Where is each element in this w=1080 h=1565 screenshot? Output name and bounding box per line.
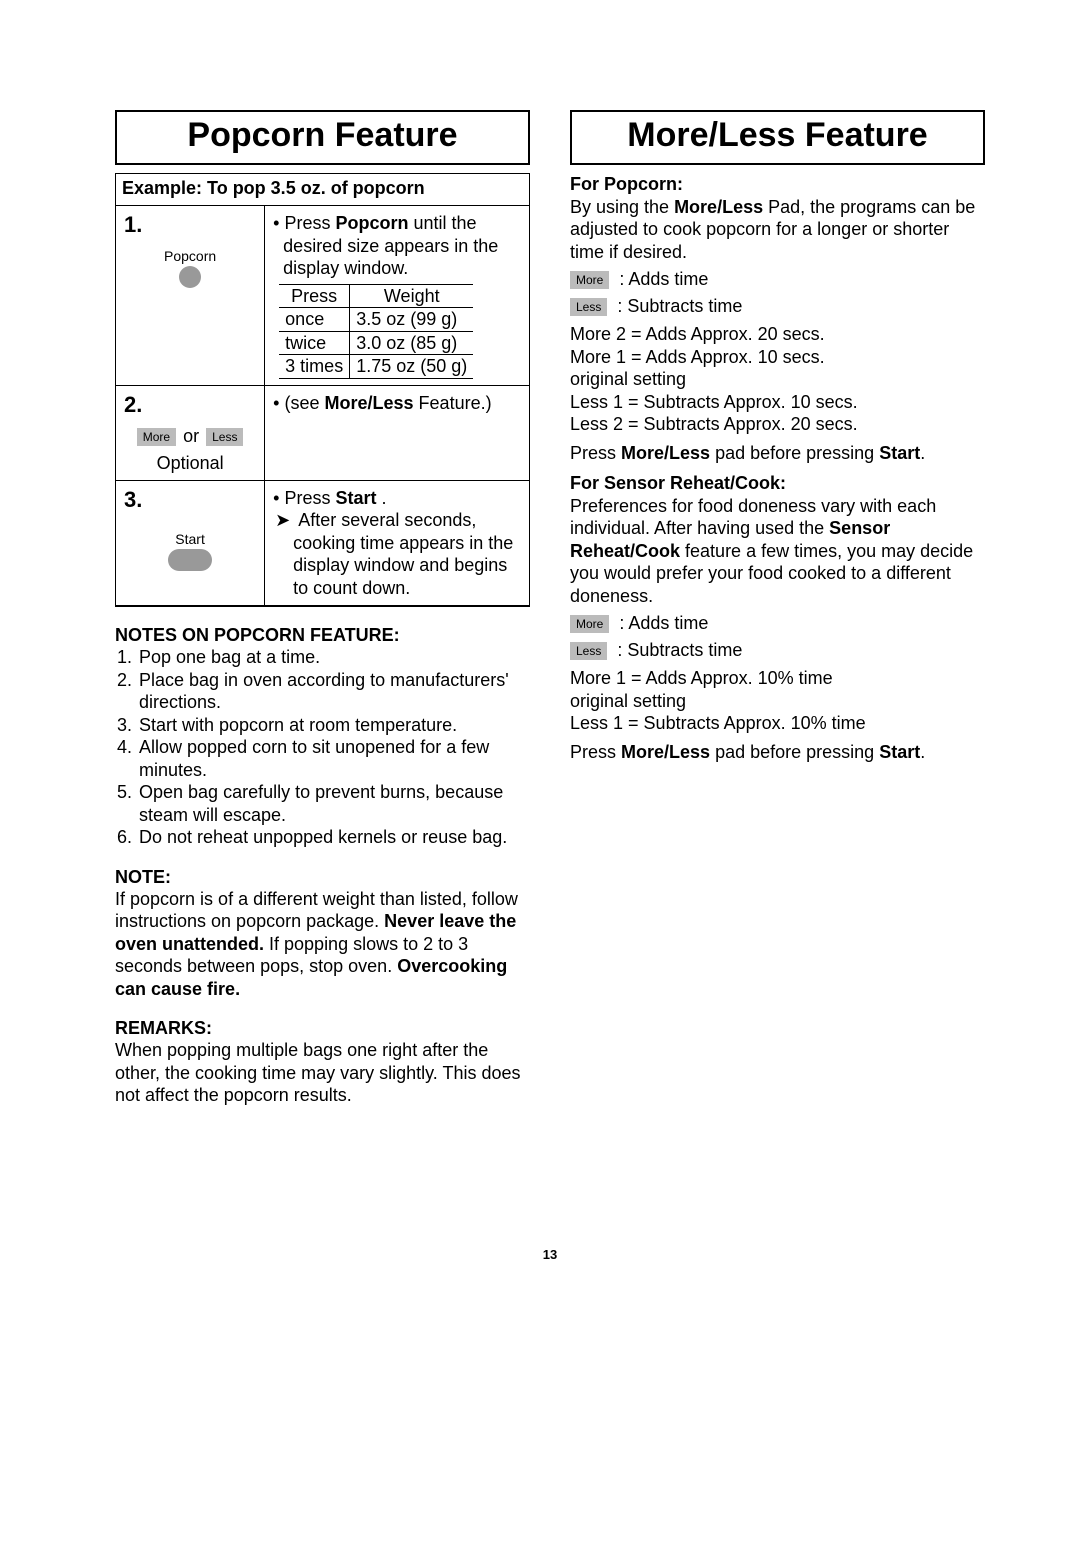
note-1: Pop one bag at a time. (137, 646, 530, 669)
note-head: NOTE: (115, 867, 530, 888)
fp-b1: By using the (570, 197, 674, 217)
pl4: Less 2 = Subtracts Approx. 20 secs. (570, 413, 985, 436)
step3-num: 3. (120, 487, 260, 513)
sl0: More 1 = Adds Approx. 10% time (570, 667, 985, 690)
mini-r0b: 3.5 oz (99 g) (350, 308, 474, 332)
popcorn-pad-label: Popcorn (120, 248, 260, 264)
step2-t2: Feature.) (414, 393, 492, 413)
legend-less-2: Less : Subtracts time (570, 640, 985, 661)
note-5: Open bag carefully to prevent burns, bec… (137, 781, 530, 826)
more-less-pads: More or Less (120, 426, 260, 447)
more-icon-2: More (570, 615, 609, 633)
step1-t1: • Press (273, 213, 335, 233)
step2-t1: • (see (273, 393, 324, 413)
for-sensor-head: For Sensor Reheat/Cook: (570, 473, 786, 493)
step3-arrow-content: After several seconds, cooking time appe… (293, 510, 513, 598)
pml1e: . (920, 443, 925, 463)
start-button-icon (168, 549, 212, 571)
popcorn-button-icon (179, 266, 201, 288)
less-icon-1: Less (570, 298, 607, 316)
press-ml-1: Press More/Less pad before pressing Star… (570, 442, 985, 465)
note-6: Do not reheat unpopped kernels or reuse … (137, 826, 530, 849)
pl0: More 2 = Adds Approx. 20 secs. (570, 323, 985, 346)
optional-label: Optional (120, 453, 260, 474)
legend-more-2: More : Adds time (570, 613, 985, 634)
more-button-icon: More (137, 428, 176, 446)
pml1c: pad before pressing (710, 443, 879, 463)
mini-h-press: Press (279, 284, 350, 308)
mini-r1a: twice (279, 331, 350, 355)
page: Popcorn Feature Example: To pop 3.5 oz. … (115, 110, 985, 1107)
remarks-head: REMARKS: (115, 1018, 530, 1039)
example-caption: Example: To pop 3.5 oz. of popcorn (116, 174, 529, 205)
adds-time-1: : Adds time (619, 269, 708, 290)
moreless-title-box: More/Less Feature (570, 110, 985, 165)
mini-r0a: once (279, 308, 350, 332)
pl1: More 1 = Adds Approx. 10 secs. (570, 346, 985, 369)
for-sensor-section: For Sensor Reheat/Cook: Preferences for … (570, 472, 985, 607)
remarks-body: When popping multiple bags one right aft… (115, 1039, 530, 1107)
step2-num: 2. (120, 392, 260, 418)
step1-bold: Popcorn (336, 213, 409, 233)
pml2b: More/Less (621, 742, 710, 762)
pl2: original setting (570, 368, 985, 391)
popcorn-column: Popcorn Feature Example: To pop 3.5 oz. … (115, 110, 530, 1107)
pml1a: Press (570, 443, 621, 463)
step3-instruction: • Press Start . (269, 487, 525, 510)
more-icon-1: More (570, 271, 609, 289)
fp-bold: More/Less (674, 197, 763, 217)
popcorn-example-box: Example: To pop 3.5 oz. of popcorn 1. Po… (115, 173, 530, 607)
subtracts-time-1: : Subtracts time (617, 296, 742, 317)
moreless-title: More/Less Feature (580, 116, 975, 155)
step1-instruction: • Press Popcorn until the desired size a… (269, 212, 525, 280)
popcorn-title-box: Popcorn Feature (115, 110, 530, 165)
for-popcorn-section: For Popcorn: By using the More/Less Pad,… (570, 173, 985, 263)
press-weight-table: Press Weight once3.5 oz (99 g) twice3.0 … (279, 284, 473, 379)
pml1b: More/Less (621, 443, 710, 463)
start-pad-label: Start (120, 531, 260, 547)
pml2e: . (920, 742, 925, 762)
popcorn-steps-table: 1. Popcorn • Press Popcorn until the des… (116, 205, 529, 606)
press-ml-2: Press More/Less pad before pressing Star… (570, 741, 985, 764)
or-text: or (183, 426, 199, 446)
adds-time-2: : Adds time (619, 613, 708, 634)
legend-less-1: Less : Subtracts time (570, 296, 985, 317)
page-number: 13 (115, 1247, 985, 1262)
step3-t1: • Press (273, 488, 335, 508)
mini-r2b: 1.75 oz (50 g) (350, 355, 474, 379)
notes-popcorn-head: NOTES ON POPCORN FEATURE: (115, 625, 530, 646)
sensor-lines: More 1 = Adds Approx. 10% time original … (570, 667, 985, 735)
sl1: original setting (570, 690, 985, 713)
mini-r1b: 3.0 oz (85 g) (350, 331, 474, 355)
note-body: If popcorn is of a different weight than… (115, 888, 530, 1001)
step3-bold: Start (336, 488, 377, 508)
mini-h-weight: Weight (350, 284, 474, 308)
legend-more-1: More : Adds time (570, 269, 985, 290)
less-icon-2: Less (570, 642, 607, 660)
pml2a: Press (570, 742, 621, 762)
for-popcorn-head: For Popcorn: (570, 174, 683, 194)
pml2c: pad before pressing (710, 742, 879, 762)
moreless-column: More/Less Feature For Popcorn: By using … (570, 110, 985, 1107)
pl3: Less 1 = Subtracts Approx. 10 secs. (570, 391, 985, 414)
note-3: Start with popcorn at room temperature. (137, 714, 530, 737)
notes-list: Pop one bag at a time. Place bag in oven… (115, 646, 530, 849)
mini-r2a: 3 times (279, 355, 350, 379)
step1-num: 1. (120, 212, 260, 238)
sl2: Less 1 = Subtracts Approx. 10% time (570, 712, 985, 735)
step2-instruction: • (see More/Less Feature.) (269, 392, 525, 415)
popcorn-lines: More 2 = Adds Approx. 20 secs. More 1 = … (570, 323, 985, 436)
note-4: Allow popped corn to sit unopened for a … (137, 736, 530, 781)
step3-arrow-text: After several seconds, cooking time appe… (269, 509, 525, 599)
subtracts-time-2: : Subtracts time (617, 640, 742, 661)
popcorn-title: Popcorn Feature (125, 116, 520, 155)
step2-bold: More/Less (325, 393, 414, 413)
pml1d: Start (879, 443, 920, 463)
note-2: Place bag in oven according to manufactu… (137, 669, 530, 714)
less-button-icon: Less (206, 428, 243, 446)
step3-t2: . (377, 488, 387, 508)
pml2d: Start (879, 742, 920, 762)
